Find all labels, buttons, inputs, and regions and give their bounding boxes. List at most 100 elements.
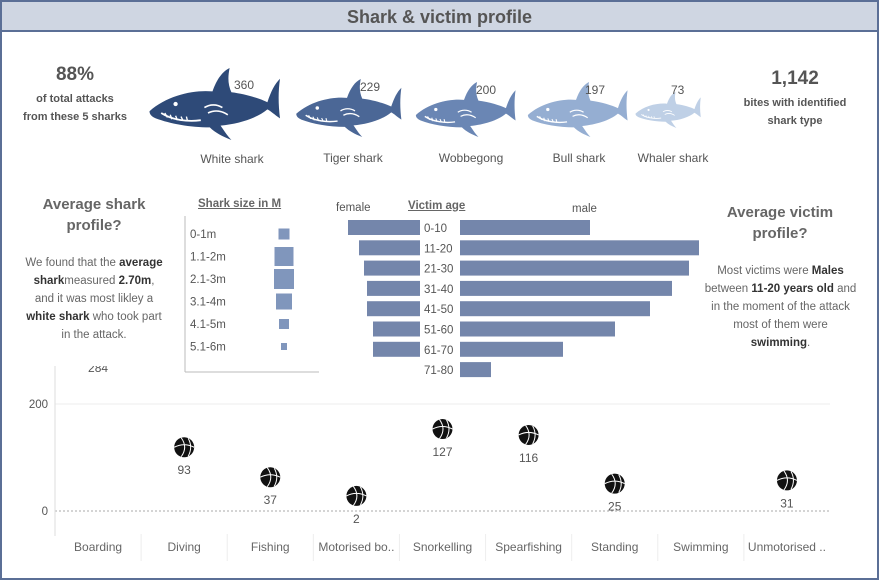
shark-count-0: 360: [234, 78, 255, 92]
age-tick-label: 21-30: [424, 264, 453, 276]
male-label: male: [572, 203, 597, 215]
male-bar: [460, 362, 491, 378]
white-shark-icon: [148, 68, 281, 140]
size-tick-label: 1.1-2m: [190, 252, 226, 264]
male-bar: [460, 280, 672, 296]
female-bar: [348, 220, 420, 235]
size-bar: [279, 319, 289, 329]
ball-icon: [173, 437, 195, 458]
age-tick-label: 11-20: [424, 243, 453, 255]
age-tick-label: 51-60: [424, 325, 453, 337]
shark-size-chart: 0-1m 1.1-2m 2.1-3m 3.1-4m 4.1-5m 5.1-6m: [184, 216, 319, 373]
bull-shark-icon: [527, 82, 629, 137]
y-tick-label: 200: [29, 399, 48, 411]
x-tick-label: Boarding: [74, 540, 122, 554]
x-tick-label: Fishing: [251, 540, 290, 554]
bites-line2: shark type: [767, 115, 823, 127]
age-tick-label: 31-40: [424, 284, 453, 296]
x-tick-label: Diving: [167, 540, 200, 554]
ball-icon: [432, 419, 453, 440]
victim-age-chart: 0-10 11-20 21-30 31-40 41-50 51-60 61-70 71-80: [348, 220, 699, 378]
ball-icon: [346, 485, 367, 506]
activity-chart: 0200400Boarding284Diving93Fishing37Motor…: [29, 366, 830, 561]
size-tick-label: 2.1-3m: [190, 274, 226, 286]
ball-icon: [604, 473, 625, 494]
shark-count-1: 229: [360, 80, 381, 94]
female-bar: [373, 341, 420, 357]
size-bar: [276, 293, 292, 310]
x-tick-label: Swimming: [673, 540, 728, 554]
size-bar: [278, 228, 290, 240]
shark-count-4: 73: [671, 83, 685, 97]
attack-share-line2: from these 5 sharks: [23, 111, 127, 123]
shark-profile-title-2: profile?: [66, 217, 122, 234]
size-tick-label: 3.1-4m: [190, 297, 226, 309]
victim-profile-title-1: Average victim: [726, 204, 834, 221]
size-tick-label: 0-1m: [190, 229, 216, 241]
ball-icon: [260, 467, 281, 488]
age-tick-label: 61-70: [424, 345, 453, 357]
shark-label-4: Whaler shark: [637, 151, 709, 165]
profile-text-part: swimming: [750, 337, 808, 349]
attack-share-value: 88%: [55, 64, 95, 85]
size-bar: [281, 343, 287, 350]
profile-text-part: 11-20 years old: [751, 283, 834, 295]
x-tick-label: Standing: [591, 540, 638, 554]
female-bar: [367, 280, 420, 296]
x-tick-label: Snorkelling: [413, 540, 472, 554]
profile-text-part: 2.70m: [118, 275, 152, 287]
shark-label-3: Bull shark: [552, 151, 606, 165]
victim-profile-title-2: profile?: [752, 225, 808, 242]
data-label: 116: [519, 451, 538, 465]
victim-profile-text: Most victims were Males between 11-20 ye…: [703, 262, 858, 352]
x-tick-label: Spearfishing: [495, 540, 562, 554]
male-bar: [460, 240, 699, 256]
data-label: 127: [432, 445, 452, 459]
female-bar: [367, 301, 420, 317]
profile-text-part: Males: [811, 265, 844, 277]
female-bar: [359, 240, 420, 256]
shark-label-0: White shark: [200, 152, 264, 166]
data-label: 37: [264, 493, 278, 507]
male-bar: [460, 260, 689, 276]
shark-label-1: Tiger shark: [323, 151, 383, 165]
male-bar: [460, 220, 590, 235]
bites-line1: bites with identified: [743, 97, 847, 109]
shark-label-2: Wobbegong: [438, 151, 504, 165]
tiger-shark-icon: [295, 79, 403, 137]
ball-icon: [776, 470, 798, 491]
shark-profile-text: We found that the average sharkmeasured …: [24, 254, 164, 344]
male-bar: [460, 341, 563, 357]
profile-text-part: measured: [64, 275, 119, 287]
size-tick-label: 4.1-5m: [190, 319, 226, 331]
age-tick-label: 41-50: [424, 304, 453, 316]
profile-text-part: Most victims were: [717, 265, 812, 277]
data-label: 31: [780, 496, 794, 510]
profile-text-part: and in the moment of the attack most of …: [711, 283, 857, 331]
profile-text-part: between: [704, 283, 752, 295]
female-bar: [364, 260, 420, 276]
size-bar: [274, 247, 294, 266]
female-bar: [373, 321, 420, 337]
data-label: 25: [608, 500, 622, 514]
profile-text-part: average shark: [33, 257, 163, 287]
y-tick-label: 0: [42, 506, 48, 518]
whaler-shark-icon: [635, 92, 702, 128]
data-label: 284: [88, 366, 108, 375]
wobbegong-icon: [415, 82, 517, 137]
x-tick-label: Motorised bo..: [318, 540, 394, 554]
shark-count-2: 200: [476, 83, 497, 97]
shark-profile-title-1: Average shark: [42, 196, 146, 213]
bites-value: 1,142: [771, 68, 819, 89]
male-bar: [460, 321, 615, 337]
ball-icon: [518, 424, 539, 445]
size-bar: [274, 269, 294, 289]
male-bar: [460, 301, 650, 317]
attack-share-line1: of total attacks: [36, 93, 114, 105]
shark-count-3: 197: [585, 83, 606, 97]
x-tick-label: Unmotorised ..: [748, 540, 826, 554]
profile-text-part: white shark: [26, 311, 90, 323]
female-label: female: [336, 202, 371, 214]
shark-size-title: Shark size in M: [198, 198, 282, 210]
